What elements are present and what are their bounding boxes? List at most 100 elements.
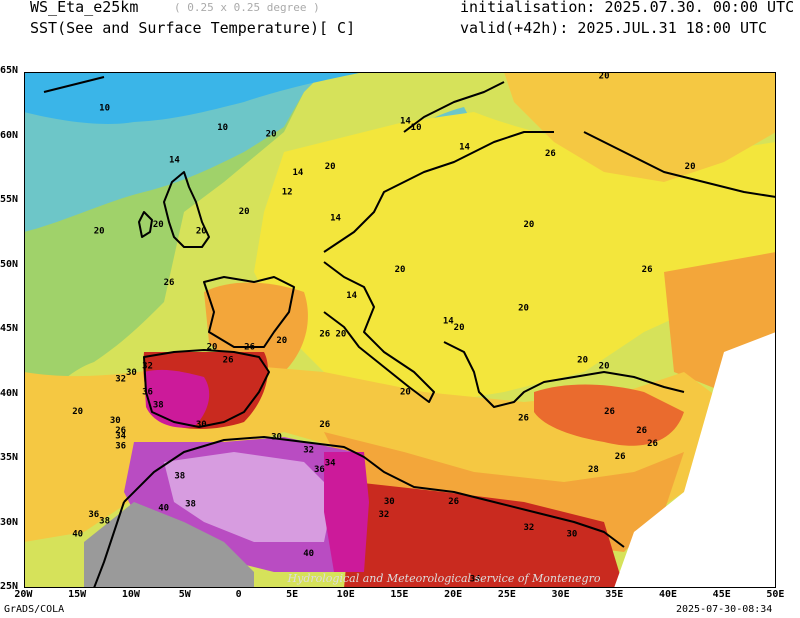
contour-label: 20 bbox=[685, 162, 696, 172]
valid-time-label: valid(+42h): 2025.JUL.31 18:00 UTC bbox=[460, 19, 768, 37]
contour-label: 20 bbox=[196, 226, 207, 236]
coastlines bbox=[43, 76, 776, 588]
initialisation-label: initialisation: 2025.07.30. 00:00 UTC bbox=[460, 0, 795, 16]
deep-blue-zone bbox=[24, 72, 364, 124]
orange-france-zone bbox=[204, 282, 308, 372]
longitude-tick: 40E bbox=[658, 589, 678, 600]
contour-label: 10 bbox=[217, 123, 228, 133]
longitude-tick: 30E bbox=[551, 589, 570, 600]
longitude-tick: 5E bbox=[286, 589, 299, 600]
sst-map: 1010141412142020141014202620202020202020… bbox=[24, 72, 776, 588]
contour-label: 14 bbox=[400, 117, 411, 127]
longitude-tick: 25E bbox=[497, 589, 516, 600]
contour-label: 30 bbox=[271, 433, 282, 443]
contour-label: 38 bbox=[185, 500, 196, 510]
contour-labels: 1010141412142020141014202620202020202020… bbox=[72, 72, 695, 585]
contour-label: 26 bbox=[647, 439, 658, 449]
contour-label: 20 bbox=[518, 304, 529, 314]
contour-label: 30 bbox=[196, 420, 207, 430]
contour-label: 40 bbox=[303, 549, 314, 559]
contour-label: 20 bbox=[207, 342, 218, 352]
longitude-tick: 10E bbox=[336, 589, 355, 600]
contour-label: 26 bbox=[604, 407, 615, 417]
contour-label: 20 bbox=[266, 130, 277, 140]
contour-label: 26 bbox=[319, 329, 330, 339]
contour-label: 20 bbox=[239, 207, 250, 217]
contour-label: 32 bbox=[378, 510, 389, 520]
contour-label: 26 bbox=[518, 413, 529, 423]
contour-label: 32 bbox=[142, 362, 153, 372]
contour-label: 20 bbox=[599, 72, 610, 82]
latitude-tick: 25N bbox=[0, 581, 19, 592]
latitude-tick: 65N bbox=[0, 65, 19, 76]
contour-label: 28 bbox=[588, 465, 599, 475]
contour-label: 20 bbox=[523, 220, 534, 230]
contour-label: 14 bbox=[443, 317, 454, 327]
latitude-tick: 55N bbox=[0, 194, 19, 205]
orange-east-zone bbox=[504, 72, 776, 182]
latitude-tick: 35N bbox=[0, 452, 19, 463]
model-name: WS_Eta_e25km bbox=[30, 0, 139, 16]
contour-label: 38 bbox=[99, 517, 110, 527]
contour-label: 10 bbox=[411, 123, 422, 133]
contour-label: 14 bbox=[346, 291, 357, 301]
contour-label: 20 bbox=[276, 336, 287, 346]
dark-orange-turkey-zone bbox=[534, 384, 684, 446]
contour-label: 36 bbox=[314, 465, 325, 475]
longitude-tick: 35E bbox=[605, 589, 624, 600]
light-purple-sahara-zone bbox=[164, 452, 334, 542]
contour-label: 30 bbox=[566, 529, 577, 539]
gray-atlas-zone bbox=[84, 502, 254, 588]
longitude-tick: 50E bbox=[766, 589, 785, 600]
longitude-tick: 20W bbox=[14, 589, 33, 600]
longitude-tick: 0 bbox=[235, 589, 242, 600]
longitude-tick: 15E bbox=[390, 589, 409, 600]
contour-label: 40 bbox=[158, 504, 169, 514]
latitude-tick: 50N bbox=[0, 258, 19, 270]
contour-label: 34 bbox=[325, 458, 336, 468]
contour-label: 26 bbox=[164, 278, 175, 288]
contour-label: 26 bbox=[545, 149, 556, 159]
yellow-land-zone bbox=[254, 112, 776, 402]
contour-label: 36 bbox=[142, 388, 153, 398]
contour-label: 26 bbox=[448, 497, 459, 507]
contour-label: 32 bbox=[523, 523, 534, 533]
contour-label: 38 bbox=[174, 471, 185, 481]
contour-label: 30 bbox=[126, 368, 137, 378]
longitude-tick: 10W bbox=[121, 589, 140, 600]
outside-domain-east-zone bbox=[614, 332, 776, 588]
contour-label: 30 bbox=[384, 497, 395, 507]
contour-label: 26 bbox=[642, 265, 653, 275]
longitude-tick: 45E bbox=[712, 589, 731, 600]
footer-timestamp: 2025-07-30-08:34 bbox=[676, 604, 773, 615]
contour-label: 20 bbox=[94, 226, 105, 236]
longitude-tick: 5W bbox=[178, 589, 191, 600]
red-north-africa-zone bbox=[344, 482, 624, 588]
contour-label: 34 bbox=[115, 431, 126, 441]
contour-label: 14 bbox=[292, 168, 303, 178]
contour-label: 14 bbox=[169, 155, 180, 165]
contour-label: 20 bbox=[72, 407, 83, 417]
footer-software: GrADS/COLA bbox=[4, 604, 65, 615]
map-fill-layer bbox=[24, 72, 776, 588]
latitude-tick: 45N bbox=[0, 323, 19, 334]
contour-label: 20 bbox=[325, 162, 336, 172]
magenta-iberia-zone bbox=[144, 369, 210, 428]
contour-label: 20 bbox=[335, 329, 346, 339]
contour-label: 26 bbox=[115, 426, 126, 436]
contour-label: 32 bbox=[115, 375, 126, 385]
variable-label: SST(See and Surface Temperature)[ C] bbox=[30, 19, 356, 37]
longitude-tick: 20E bbox=[444, 589, 463, 600]
contour-label: 10 bbox=[99, 104, 110, 114]
longitude-tick: 15W bbox=[68, 589, 87, 600]
watermark: Hydrological and Meteorological service … bbox=[287, 572, 601, 585]
contour-label: 20 bbox=[577, 355, 588, 365]
resolution-label: ( 0.25 x 0.25 degree ) bbox=[174, 1, 320, 14]
contour-label: 26 bbox=[223, 355, 234, 365]
contour-label: 20 bbox=[153, 220, 164, 230]
contour-label: 12 bbox=[282, 188, 293, 198]
contour-label: 34 bbox=[470, 575, 481, 585]
contour-label: 14 bbox=[459, 142, 470, 152]
magenta-libya-zone bbox=[324, 452, 369, 572]
contour-label: 20 bbox=[395, 265, 406, 275]
